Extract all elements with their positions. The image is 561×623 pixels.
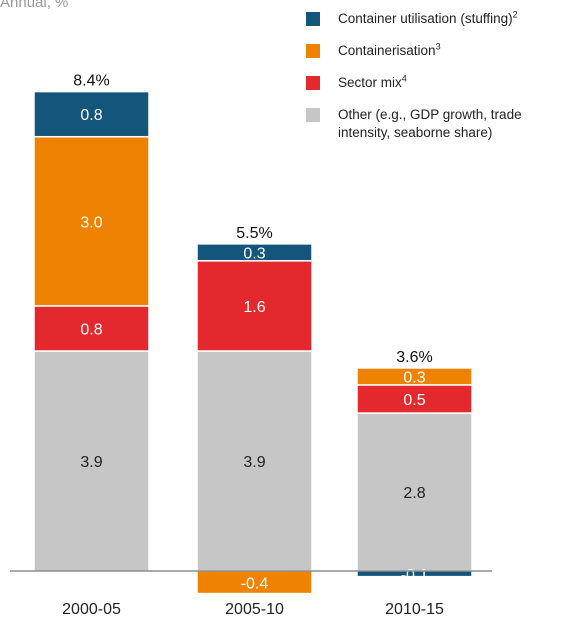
bar-segment [33, 350, 150, 572]
legend-item-other: Other (e.g., GDP growth, trade intensity… [306, 106, 541, 142]
data-label: 3.0 [80, 214, 102, 231]
legend-item-utilisation: Container utilisation (stuffing)2 [306, 10, 561, 28]
total-label: 3.6% [396, 349, 432, 366]
data-label: -0.4 [241, 575, 269, 592]
total-label: 5.5% [236, 225, 272, 242]
legend-swatch [306, 108, 320, 122]
data-label: 3.9 [80, 454, 102, 471]
total-label: 8.4% [73, 73, 109, 90]
data-label: 0.3 [403, 369, 425, 386]
legend-item-sector-mix: Sector mix4 [306, 74, 561, 92]
data-label: 0.5 [403, 392, 425, 409]
data-label: 3.9 [243, 454, 265, 471]
x-tick-label: 2000-05 [62, 601, 121, 618]
data-label: 0.3 [243, 245, 265, 262]
legend-swatch [306, 76, 320, 90]
data-label: 0.8 [80, 321, 102, 338]
x-tick-label: 2010-15 [385, 601, 444, 618]
bar-segment [196, 260, 313, 352]
data-label: 1.6 [243, 299, 265, 316]
legend: Container utilisation (stuffing)2 Contai… [306, 10, 561, 156]
chart-subtitle: Annual, % [0, 0, 69, 11]
legend-item-containerisation: Containerisation3 [306, 42, 561, 60]
bar-segment [196, 243, 313, 262]
legend-swatch [306, 12, 320, 26]
bar-segment [356, 367, 473, 386]
legend-label: Sector mix4 [338, 73, 407, 90]
data-label: -0.1 [401, 567, 429, 584]
bar-segment [33, 90, 150, 138]
legend-label: Other (e.g., GDP growth, trade intensity… [338, 107, 522, 140]
data-label: 2.8 [403, 485, 425, 502]
legend-swatch [306, 44, 320, 58]
bar-segment [356, 412, 473, 572]
legend-label: Containerisation3 [338, 41, 441, 58]
x-tick-label: 2005-10 [225, 601, 284, 618]
data-label: 0.8 [80, 107, 102, 124]
legend-label: Container utilisation (stuffing)2 [338, 9, 518, 26]
bar-segment [356, 384, 473, 414]
